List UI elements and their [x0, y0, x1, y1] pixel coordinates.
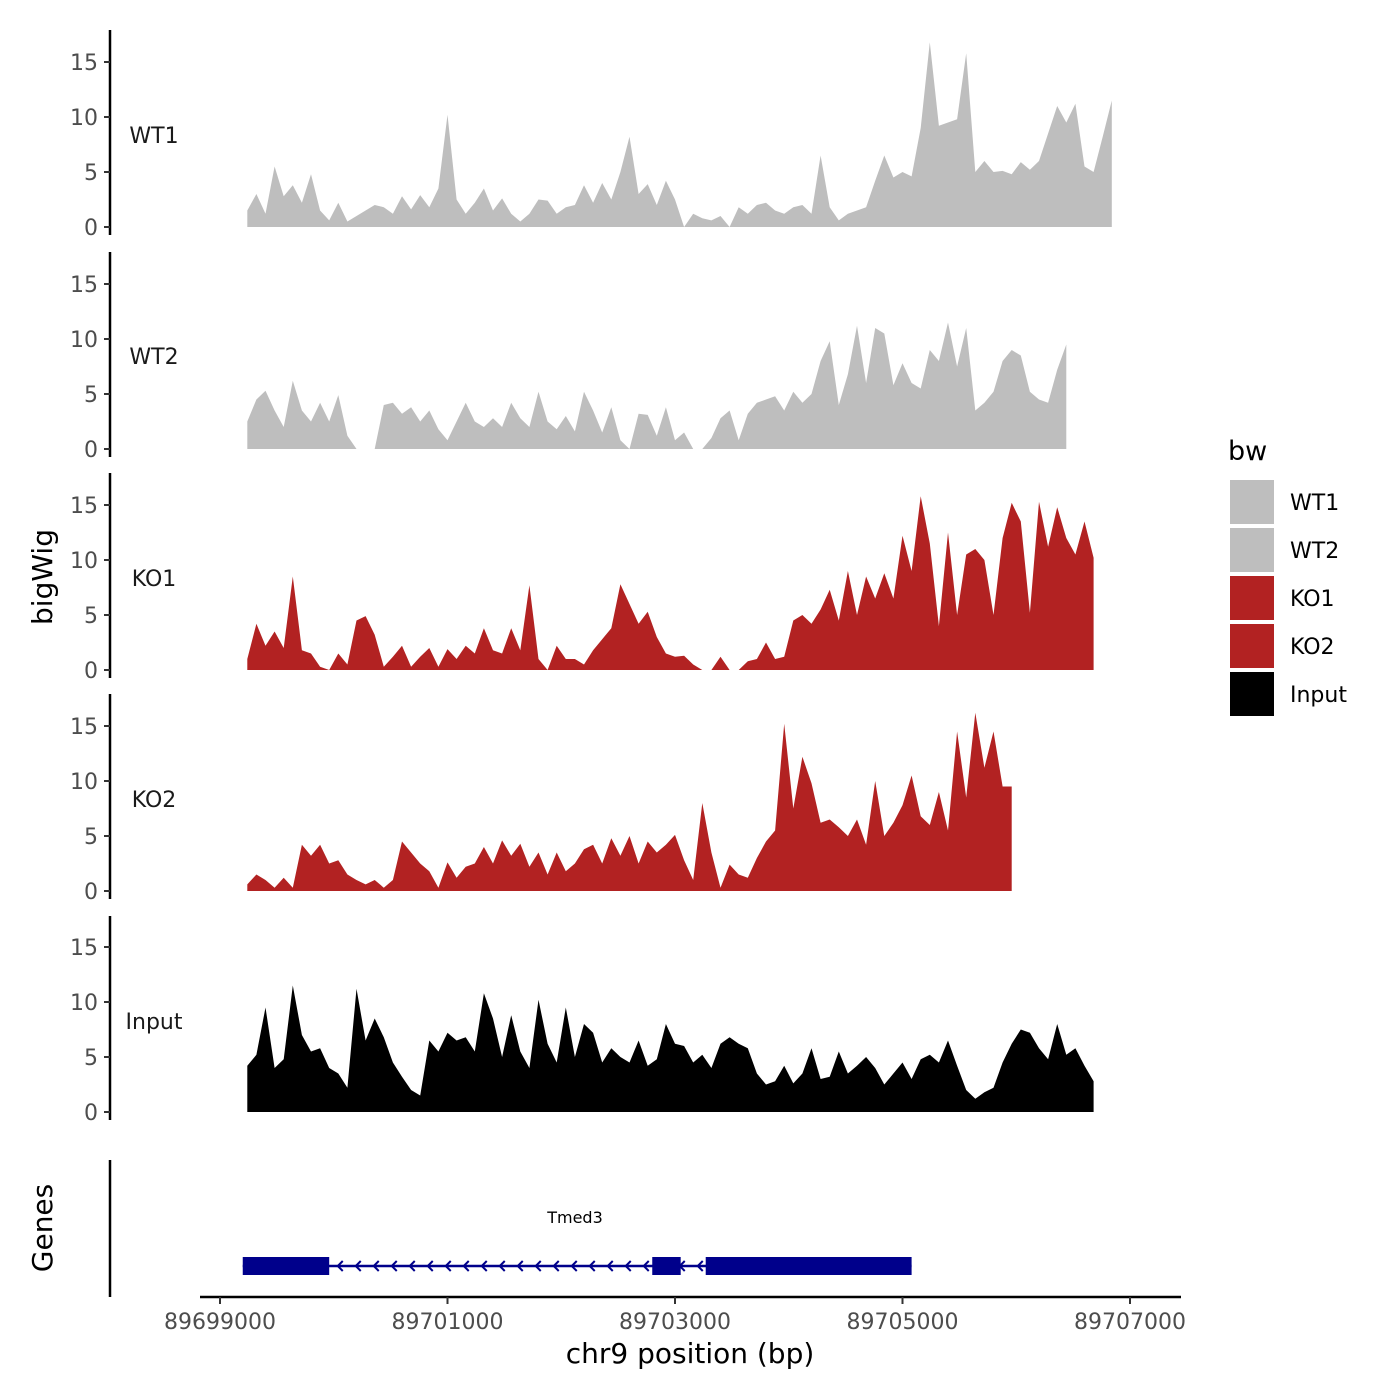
area-input — [247, 985, 1094, 1112]
strand-arrow — [444, 1260, 452, 1272]
area-wt2 — [247, 322, 1067, 449]
area-ko1 — [247, 496, 1094, 670]
legend-swatch — [1230, 528, 1274, 572]
y-axis-title: bigWig — [26, 529, 59, 625]
track-label: WT1 — [129, 124, 178, 149]
y-tick-label: 10 — [70, 328, 98, 353]
strand-arrow — [642, 1260, 650, 1272]
gene-track — [108, 1160, 912, 1297]
strand-arrow — [480, 1260, 488, 1272]
gene-name-label: Tmed3 — [546, 1208, 603, 1227]
y-tick-label: 15 — [70, 715, 98, 740]
strand-arrow — [588, 1260, 596, 1272]
strand-arrow — [534, 1260, 542, 1272]
y-tick-label: 0 — [84, 1101, 98, 1126]
strand-arrow — [462, 1260, 470, 1272]
track-wt1: 0 5 10 15 WT1 — [70, 30, 1112, 241]
strand-arrow — [390, 1260, 398, 1272]
x-tick-label: 89705000 — [847, 1310, 959, 1335]
y-tick-label: 10 — [70, 106, 98, 131]
x-tick-label: 89701000 — [392, 1310, 504, 1335]
legend-entry-label: KO2 — [1290, 635, 1335, 660]
legend-swatch — [1230, 576, 1274, 620]
track-input: 0 5 10 15 Input — [70, 916, 1094, 1126]
y-tick-label: 15 — [70, 51, 98, 76]
legend-entry-label: Input — [1290, 683, 1347, 708]
strand-arrow — [372, 1260, 380, 1272]
y-tick-label: 15 — [70, 273, 98, 298]
strand-arrow — [336, 1260, 344, 1272]
y-tick-label: 5 — [84, 1046, 98, 1071]
strand-arrow — [516, 1260, 524, 1272]
x-tick-label: 89703000 — [619, 1310, 731, 1335]
legend: bw WT1 WT2 KO1 KO2 Input — [1228, 436, 1347, 716]
x-tick-label: 89707000 — [1074, 1310, 1186, 1335]
legend-entry-label: KO1 — [1290, 587, 1335, 612]
area-ko2 — [247, 712, 1012, 891]
legend-entry-label: WT1 — [1290, 491, 1339, 516]
gene-exon — [705, 1257, 912, 1275]
track-label: KO2 — [132, 788, 177, 813]
track-wt2: 0 5 10 15 WT2 — [70, 252, 1067, 463]
y-tick-label: 0 — [84, 880, 98, 905]
area-wt1 — [247, 42, 1112, 228]
strand-arrow — [570, 1260, 578, 1272]
y-tick-label: 10 — [70, 991, 98, 1016]
track-label: Input — [126, 1010, 183, 1035]
legend-swatch — [1230, 480, 1274, 524]
track-label: KO1 — [132, 567, 177, 592]
strand-arrow — [426, 1260, 434, 1272]
y-tick-label: 10 — [70, 549, 98, 574]
y-tick-label: 10 — [70, 770, 98, 795]
y-tick-label: 5 — [84, 604, 98, 629]
strand-arrow — [552, 1260, 560, 1272]
y-tick-label: 5 — [84, 825, 98, 850]
y-tick-label: 0 — [84, 216, 98, 241]
y-tick-label: 0 — [84, 659, 98, 684]
legend-title: bw — [1228, 436, 1267, 467]
gene-exon — [242, 1257, 330, 1275]
tracks-layer: 0 5 10 15 WT1 0 5 10 15 WT2 0 5 10 15 KO1 0 5 10 15 KO2 0 5 10… — [70, 30, 1112, 1126]
legend-swatch — [1230, 624, 1274, 668]
strand-arrow — [498, 1260, 506, 1272]
y-tick-label: 5 — [84, 161, 98, 186]
track-label: WT2 — [129, 345, 178, 370]
y-tick-label: 15 — [70, 494, 98, 519]
legend-entry-label: WT2 — [1290, 539, 1339, 564]
track-ko1: 0 5 10 15 KO1 — [70, 473, 1094, 684]
legend-swatch — [1230, 672, 1274, 716]
track-ko2: 0 5 10 15 KO2 — [70, 694, 1012, 905]
gene-exon — [652, 1257, 681, 1275]
y-tick-label: 15 — [70, 936, 98, 961]
x-axis-title: chr9 position (bp) — [566, 1337, 815, 1370]
x-tick-label: 89699000 — [164, 1310, 276, 1335]
strand-arrow — [408, 1260, 416, 1272]
y-tick-label: 5 — [84, 383, 98, 408]
strand-arrow — [624, 1260, 632, 1272]
strand-arrow — [696, 1260, 704, 1272]
strand-arrow — [606, 1260, 614, 1272]
strand-arrow — [354, 1260, 362, 1272]
x-axis: 89699000 89701000 89703000 89705000 89707000 — [164, 1295, 1186, 1335]
gene-axis-title: Genes — [26, 1184, 59, 1272]
y-tick-label: 0 — [84, 438, 98, 463]
